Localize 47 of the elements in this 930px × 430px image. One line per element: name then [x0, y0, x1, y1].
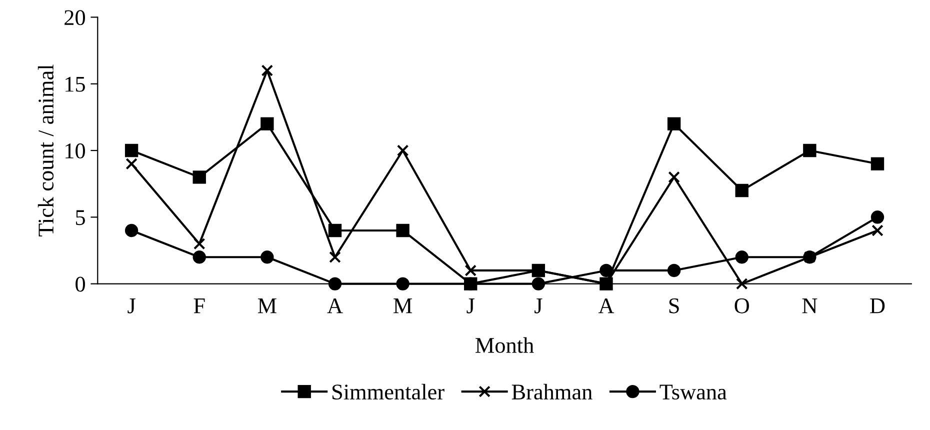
x-tick-label: M	[258, 298, 276, 314]
x-tick-label: J	[466, 298, 474, 314]
x-tick-label: D	[870, 298, 885, 314]
point	[329, 251, 341, 264]
point	[396, 144, 409, 156]
point	[261, 64, 274, 76]
x-tick-label: J	[534, 298, 542, 314]
point	[668, 171, 680, 184]
y-tick-label: 15	[66, 76, 85, 92]
point	[736, 278, 748, 290]
point	[260, 250, 274, 264]
y-tick-label: 0	[76, 276, 85, 292]
point	[667, 117, 681, 130]
point	[735, 184, 748, 198]
y-axis-title: Tick count / animal	[38, 64, 54, 236]
point	[870, 157, 884, 170]
point	[124, 144, 138, 158]
point	[124, 224, 138, 238]
x-tick-label: S	[669, 298, 679, 314]
point	[803, 144, 816, 158]
y-tick-label: 5	[76, 210, 85, 226]
point	[600, 264, 613, 278]
point	[126, 158, 138, 170]
legend-label: Brahman	[512, 384, 592, 400]
x-tick-label: F	[194, 298, 205, 314]
x-tick-label: J	[128, 298, 136, 314]
point	[192, 250, 206, 264]
point	[328, 224, 342, 238]
x-tick-label: O	[734, 298, 749, 314]
point	[192, 170, 206, 184]
x-tick-label: A	[327, 298, 343, 314]
x-tick-label: A	[598, 298, 614, 314]
x-tick-label: N	[802, 298, 818, 314]
legend-label: Tswana	[660, 384, 727, 400]
point	[870, 210, 884, 224]
point	[735, 250, 748, 264]
point	[193, 238, 206, 250]
point	[396, 224, 410, 238]
point	[667, 264, 681, 278]
x-axis-title: Month	[476, 337, 534, 353]
x-tick-label: M	[394, 298, 412, 314]
legend-label: Simmentaler	[332, 384, 444, 400]
y-tick-label: 10	[66, 143, 85, 158]
y-tick-label: 20	[64, 10, 85, 26]
point	[872, 224, 884, 236]
point	[464, 264, 477, 276]
point	[260, 117, 274, 130]
